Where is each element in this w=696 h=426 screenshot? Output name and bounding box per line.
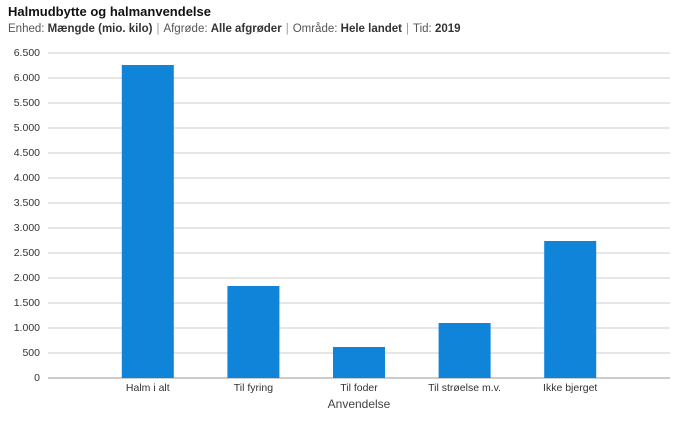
filter-value: Alle afgrøder (210, 23, 282, 35)
subtitle: Enhed: Mængde (mio. kilo) | Afgrøde: Alle … (8, 23, 461, 35)
filter-value: Hele landet (340, 23, 402, 35)
y-tick-label: 4.500 (14, 147, 40, 159)
y-tick-label: 6.000 (14, 72, 40, 84)
filter-label: Afgrøde: (163, 23, 208, 35)
filter-label: Tid: (413, 23, 432, 35)
x-axis-label: Anvendelse (328, 397, 391, 411)
filter-value: Mængde (mio. kilo) (47, 23, 153, 35)
y-tick-label: 2.500 (14, 247, 40, 259)
bar (438, 323, 491, 378)
bar (227, 286, 280, 378)
x-tick-label: Til strøelse m.v. (428, 382, 501, 394)
x-tick-label: Halm i alt (126, 382, 170, 394)
y-tick-label: 6.500 (14, 47, 40, 59)
x-tick-label: Til foder (340, 382, 378, 394)
filter-value: 2019 (434, 23, 461, 35)
bar (121, 65, 174, 378)
y-tick-label: 500 (22, 347, 40, 359)
y-tick-label: 3.000 (14, 222, 40, 234)
y-tick-label: 0 (34, 372, 40, 384)
bar (544, 241, 597, 378)
y-tick-label: 4.000 (14, 172, 40, 184)
y-tick-label: 5.000 (14, 122, 40, 134)
y-tick-label: 1.000 (14, 322, 40, 334)
separator: | (156, 23, 160, 35)
y-tick-label: 3.500 (14, 197, 40, 209)
y-tick-label: 5.500 (14, 97, 40, 109)
y-tick-label: 2.000 (14, 272, 40, 284)
separator: | (285, 23, 289, 35)
filter-label: Enhed: (8, 23, 45, 35)
x-tick-label: Til fyring (234, 382, 273, 394)
x-tick-label: Ikke bjerget (543, 382, 597, 394)
filter-label: Område: (292, 23, 338, 35)
chart-title: Halmudbytte og halmanvendelse (8, 4, 211, 19)
y-tick-label: 1.500 (14, 297, 40, 309)
separator: | (406, 23, 409, 35)
bar (333, 347, 385, 378)
